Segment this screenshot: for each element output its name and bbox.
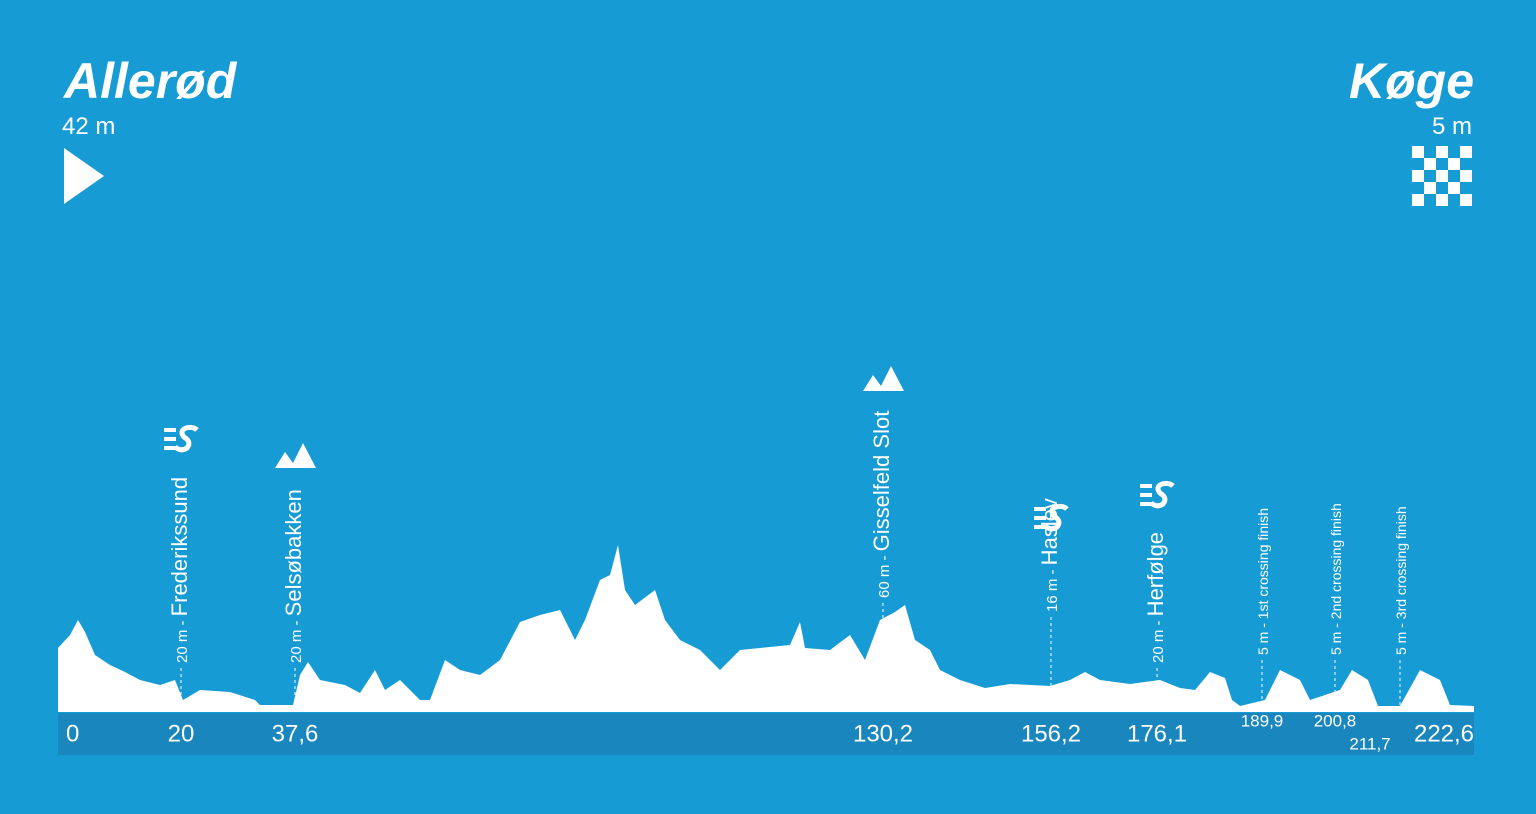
point-label: 5 m - 3rd crossing finish: [1393, 506, 1409, 655]
sprint-bar: [1034, 507, 1046, 511]
point-name: Gisselfeld Slot: [869, 411, 894, 552]
sprint-icon: [1140, 480, 1175, 509]
sprint-bar: [1140, 502, 1152, 506]
sprint-bar: [164, 446, 176, 450]
finish-flag: [1412, 146, 1472, 206]
point-label: 60 m - Gisselfeld Slot: [869, 411, 894, 598]
point-label: 20 m - Selsøbakken: [281, 489, 306, 663]
point-prefix: 20 m -: [288, 616, 305, 663]
climb-icon: [275, 443, 316, 468]
flag-square: [1436, 170, 1448, 182]
flag-square: [1436, 194, 1448, 206]
start-icon: [64, 148, 104, 204]
flag-square: [1412, 194, 1424, 206]
sprint-s: [173, 424, 199, 453]
km-label: 176,1: [1127, 720, 1187, 747]
sprint-s: [1149, 480, 1175, 509]
point-label: 5 m - 2nd crossing finish: [1328, 503, 1344, 655]
flag-square: [1436, 146, 1448, 158]
km-label: 37,6: [272, 720, 319, 747]
point-prefix: 20 m -: [174, 616, 191, 663]
km-axis: [58, 713, 1474, 755]
point-prefix: 60 m -: [876, 551, 893, 598]
climb-icon: [863, 366, 904, 391]
km-label: 0: [66, 720, 79, 747]
flag-square: [1460, 170, 1472, 182]
km-label: 189,9: [1241, 711, 1284, 730]
sprint-bar: [164, 428, 176, 432]
point-label: 20 m - Herfølge: [1143, 532, 1168, 663]
point-name: Herfølge: [1143, 532, 1168, 616]
flag-square: [1424, 182, 1436, 194]
point-prefix: 5 m - 3rd crossing finish: [1393, 506, 1409, 655]
sprint-bar: [1034, 516, 1046, 520]
sprint-bar: [1034, 525, 1046, 529]
flag-square: [1412, 146, 1424, 158]
flag-square: [1424, 158, 1436, 170]
flag-square: [1460, 194, 1472, 206]
km-label: 200,8: [1314, 711, 1357, 730]
point-prefix: 5 m - 1st crossing finish: [1255, 508, 1271, 655]
start-altitude: 42 m: [62, 113, 115, 140]
flag-square: [1448, 182, 1460, 194]
sprint-bar: [1140, 493, 1152, 497]
point-label: 5 m - 1st crossing finish: [1255, 508, 1271, 655]
point-label: 20 m - Frederikssund: [167, 477, 192, 663]
sprint-bar: [1140, 484, 1152, 488]
flag-square: [1448, 158, 1460, 170]
point-name: Selsøbakken: [281, 489, 306, 616]
sprint-s: [1043, 503, 1069, 532]
flag-square: [1412, 170, 1424, 182]
km-label: 20: [168, 720, 195, 747]
point-prefix: 16 m -: [1044, 565, 1061, 612]
km-label: 222,6: [1414, 720, 1474, 747]
start-city: Allerød: [62, 53, 238, 109]
km-label: 211,7: [1349, 734, 1390, 753]
point-name: Frederikssund: [167, 477, 192, 616]
finish-altitude: 5 m: [1432, 113, 1472, 140]
point-prefix: 5 m - 2nd crossing finish: [1328, 503, 1344, 655]
sprint-bar: [164, 437, 176, 441]
km-label: 130,2: [853, 720, 913, 747]
point-prefix: 20 m -: [1150, 616, 1167, 663]
sprint-icon: [1034, 503, 1069, 532]
elevation-profile: [58, 545, 1474, 712]
km-label: 156,2: [1021, 720, 1081, 747]
finish-city: Køge: [1349, 53, 1474, 109]
sprint-icon: [164, 424, 199, 453]
flag-square: [1460, 146, 1472, 158]
